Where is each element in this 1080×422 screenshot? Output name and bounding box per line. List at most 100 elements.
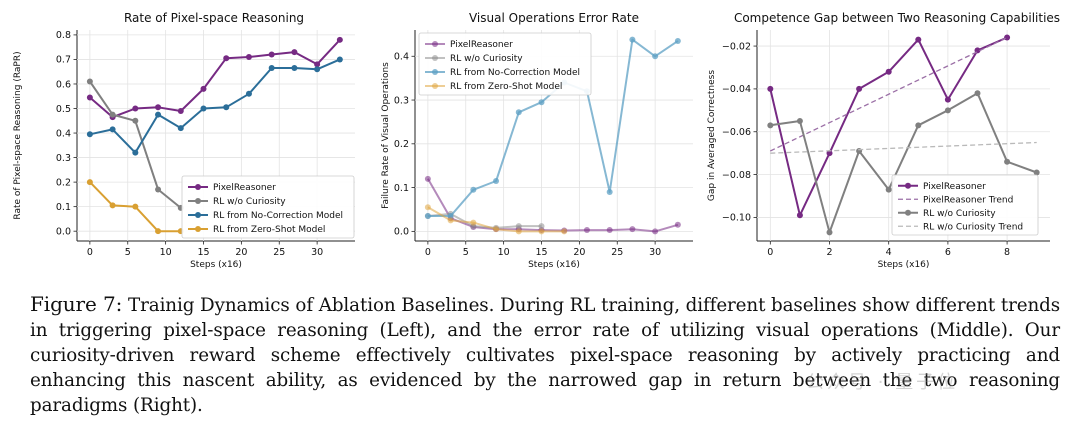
data-point bbox=[515, 228, 522, 235]
x-tick-label: 20 bbox=[573, 247, 585, 258]
data-point bbox=[652, 228, 659, 235]
x-tick-label: 0 bbox=[425, 247, 431, 258]
data-point bbox=[856, 85, 863, 92]
data-point bbox=[109, 202, 116, 209]
data-point bbox=[86, 78, 93, 85]
x-tick-label: 30 bbox=[311, 247, 323, 258]
data-point bbox=[796, 212, 803, 219]
x-tick-label: 10 bbox=[160, 247, 172, 258]
data-point bbox=[177, 125, 184, 132]
y-tick-label: 0.6 bbox=[56, 79, 71, 90]
legend-label: RL from Zero-Shot Model bbox=[213, 225, 325, 235]
y-tick-label: −0.02 bbox=[722, 41, 751, 52]
data-point bbox=[538, 99, 545, 106]
data-point bbox=[86, 94, 93, 101]
legend-swatch-marker bbox=[432, 83, 438, 89]
data-point bbox=[885, 186, 892, 193]
caption-label: Figure 7: bbox=[30, 292, 123, 316]
data-point bbox=[796, 118, 803, 125]
data-point bbox=[515, 109, 522, 116]
y-tick-label: 0.1 bbox=[394, 183, 409, 194]
legend-frame bbox=[891, 174, 1039, 236]
data-point bbox=[447, 217, 454, 224]
data-point bbox=[336, 36, 343, 43]
figure-panels: Rate of Pixel-space Reasoning 0.0 0.1 0.2 0.… bbox=[13, 11, 1060, 270]
chart-legend: PixelReasoner RL w/o Curiosity RL from No-… bbox=[418, 32, 592, 96]
y-axis-label: Rate of Pixel-space Reasoning (RaPR) bbox=[13, 51, 23, 219]
data-point bbox=[132, 149, 139, 156]
legend-swatch-marker bbox=[432, 55, 438, 61]
x-tick-label: 5 bbox=[125, 247, 131, 258]
legend-swatch-marker bbox=[432, 69, 438, 75]
x-tick-label: 8 bbox=[1004, 247, 1010, 258]
series-line-pixelreasoner bbox=[89, 39, 341, 119]
legend-label: RL from No-Correction Model bbox=[450, 68, 580, 78]
legend-label: RL w/o Curiosity bbox=[923, 209, 996, 219]
x-axis-label: Steps (x16) bbox=[878, 260, 930, 270]
data-point bbox=[291, 65, 298, 72]
chart-panel-1: Rate of Pixel-space Reasoning 0.0 0.1 0.2 0.… bbox=[13, 11, 355, 270]
y-tick-label: 0.8 bbox=[56, 30, 71, 41]
data-point bbox=[885, 68, 892, 75]
x-tick-label: 5 bbox=[463, 247, 469, 258]
charts-svg: Rate of Pixel-space Reasoning 0.0 0.1 0.2 0.… bbox=[13, 11, 1060, 270]
data-point bbox=[1033, 169, 1040, 176]
legend-frame bbox=[418, 32, 592, 96]
data-point bbox=[974, 90, 981, 97]
data-point bbox=[944, 96, 951, 103]
figure-caption: Figure 7: Trainig Dynamics of Ablation B… bbox=[30, 292, 1060, 418]
data-point bbox=[268, 65, 275, 72]
data-point bbox=[606, 227, 613, 234]
y-tick-label: 0.1 bbox=[56, 202, 71, 213]
data-point bbox=[109, 111, 116, 118]
y-tick-label: −0.10 bbox=[722, 213, 751, 224]
data-point bbox=[132, 117, 139, 124]
data-point bbox=[245, 53, 252, 60]
data-point bbox=[109, 126, 116, 133]
legend-swatch-marker bbox=[195, 226, 201, 232]
chart-title: Competence Gap between Two Reasoning Cap… bbox=[734, 11, 1060, 25]
data-point bbox=[515, 223, 522, 230]
data-point bbox=[826, 229, 833, 236]
legend-swatch-marker bbox=[195, 198, 201, 204]
data-point bbox=[1004, 34, 1011, 41]
data-point bbox=[447, 213, 454, 220]
watermark-text: 公众号 · 量子位 bbox=[806, 372, 959, 393]
chart-panel-2: Visual Operations Error Rate 0.0 0.1 0.2 0.3… bbox=[381, 11, 693, 270]
legend-label: RL from No-Correction Model bbox=[213, 211, 343, 221]
data-point bbox=[86, 131, 93, 138]
data-point bbox=[915, 36, 922, 43]
data-point bbox=[86, 179, 93, 186]
legend-swatch-marker bbox=[432, 41, 438, 47]
legend-label: RL from Zero-Shot Model bbox=[450, 82, 562, 92]
data-point bbox=[629, 226, 636, 233]
y-tick-label: 0.0 bbox=[56, 226, 71, 237]
x-tick-label: 0 bbox=[87, 247, 93, 258]
x-tick-label: 15 bbox=[197, 247, 209, 258]
legend-label: RL w/o Curiosity bbox=[213, 197, 286, 207]
y-axis-label: Gap in Averaged Correctness bbox=[707, 70, 717, 201]
data-point bbox=[629, 36, 636, 43]
y-tick-label: 0.3 bbox=[56, 153, 71, 164]
legend-label: RL w/o Curiosity Trend bbox=[923, 222, 1023, 232]
chart-panel-3: Competence Gap between Two Reasoning Cap… bbox=[707, 11, 1060, 270]
data-point bbox=[767, 85, 774, 92]
x-axis-label: Steps (x16) bbox=[528, 260, 580, 270]
y-tick-label: 0.2 bbox=[56, 177, 71, 188]
data-point bbox=[944, 107, 951, 114]
series-line-rl-w-o-curiosity bbox=[427, 212, 542, 229]
data-point bbox=[915, 122, 922, 129]
x-tick-label: 25 bbox=[273, 247, 285, 258]
caption-title: Trainig Dynamics of Ablation Baselines. bbox=[128, 295, 495, 316]
legend-label: PixelReasoner bbox=[450, 40, 513, 50]
x-tick-label: 20 bbox=[235, 247, 247, 258]
chart-title: Rate of Pixel-space Reasoning bbox=[124, 11, 304, 25]
data-point bbox=[767, 122, 774, 129]
data-point bbox=[674, 221, 681, 228]
data-point bbox=[1004, 158, 1011, 165]
series-line-pixelreasoner bbox=[427, 178, 679, 233]
x-tick-label: 6 bbox=[945, 247, 951, 258]
y-tick-label: −0.04 bbox=[722, 84, 751, 95]
data-point bbox=[493, 178, 500, 185]
data-point bbox=[674, 37, 681, 44]
